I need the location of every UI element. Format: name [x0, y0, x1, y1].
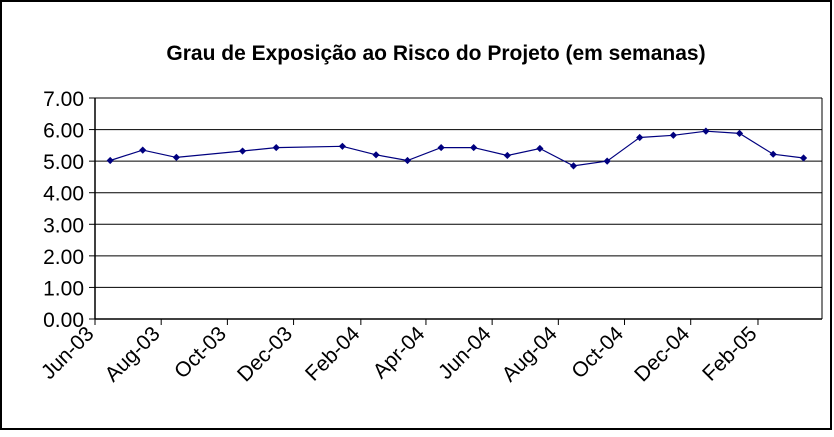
- data-point: [372, 151, 380, 159]
- data-point: [503, 151, 511, 160]
- data-point: [669, 131, 677, 139]
- data-point: [338, 142, 346, 150]
- data-point: [139, 146, 147, 154]
- y-tick-label: 5.00: [43, 151, 84, 174]
- y-axis-tick-labels: 0.00 1.00 2.00 3.00 4.00 5.00 6.00 7.00: [43, 88, 84, 332]
- data-point: [172, 153, 180, 161]
- y-tick-label: 4.00: [43, 183, 84, 206]
- y-tick-label: 0.00: [43, 309, 84, 332]
- axes: [89, 97, 823, 325]
- gridlines: [95, 97, 822, 288]
- series-line: [110, 130, 804, 167]
- data-point: [238, 147, 247, 155]
- data-point: [470, 143, 478, 152]
- chart-title: Grau de Exposição ao Risco do Projeto (e…: [166, 42, 705, 65]
- data-point: [735, 129, 744, 137]
- data-point: [536, 144, 544, 153]
- y-tick-label: 2.00: [43, 246, 84, 269]
- data-series: [106, 127, 808, 170]
- y-tick-label: 6.00: [43, 120, 84, 143]
- data-point: [603, 157, 611, 165]
- y-tick-label: 7.00: [43, 88, 84, 111]
- y-tick-label: 3.00: [43, 214, 84, 237]
- data-point: [437, 143, 445, 152]
- data-point: [569, 162, 578, 170]
- data-point: [403, 156, 412, 165]
- y-tick-label: 1.00: [43, 277, 84, 300]
- data-point: [769, 150, 777, 158]
- data-point: [636, 133, 644, 142]
- data-point: [272, 143, 280, 152]
- data-point: [799, 154, 808, 162]
- data-point: [702, 127, 710, 135]
- data-point: [106, 156, 114, 165]
